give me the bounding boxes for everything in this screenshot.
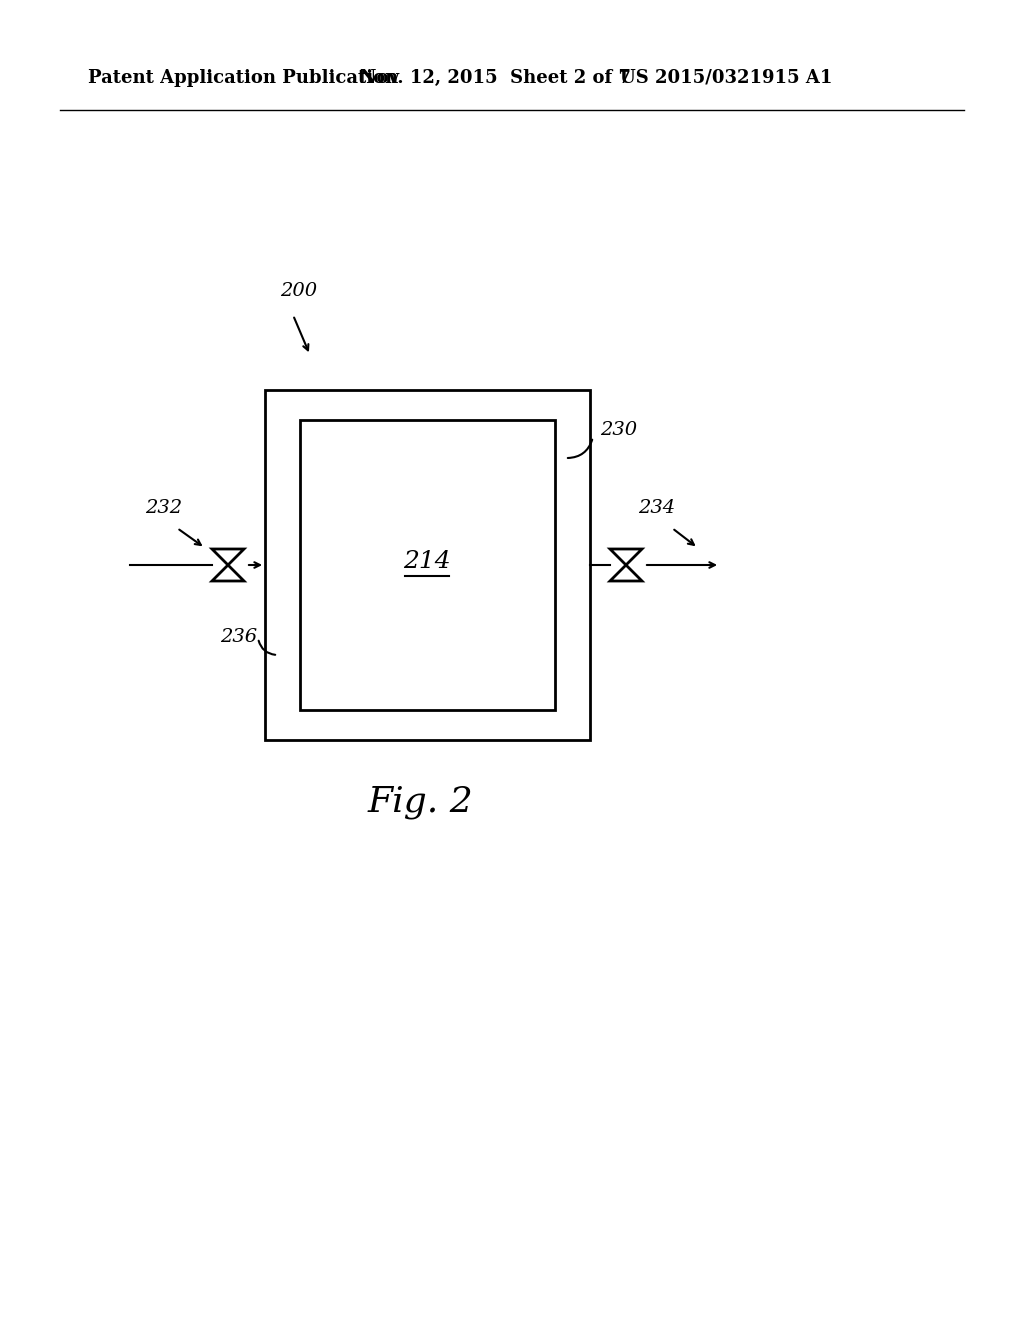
Text: 214: 214 [403, 550, 451, 573]
Polygon shape [212, 549, 244, 565]
Polygon shape [610, 549, 642, 565]
Text: 232: 232 [145, 499, 182, 517]
Text: 236: 236 [220, 628, 257, 645]
Text: 230: 230 [600, 421, 637, 440]
Bar [265, 389, 590, 741]
Polygon shape [610, 565, 642, 581]
Text: 200: 200 [280, 282, 317, 300]
Text: US 2015/0321915 A1: US 2015/0321915 A1 [620, 69, 833, 87]
Text: Fig. 2: Fig. 2 [368, 785, 473, 818]
Text: Nov. 12, 2015  Sheet 2 of 7: Nov. 12, 2015 Sheet 2 of 7 [360, 69, 631, 87]
Text: Patent Application Publication: Patent Application Publication [88, 69, 398, 87]
Polygon shape [212, 565, 244, 581]
Text: 234: 234 [638, 499, 675, 517]
Bar [300, 420, 555, 710]
